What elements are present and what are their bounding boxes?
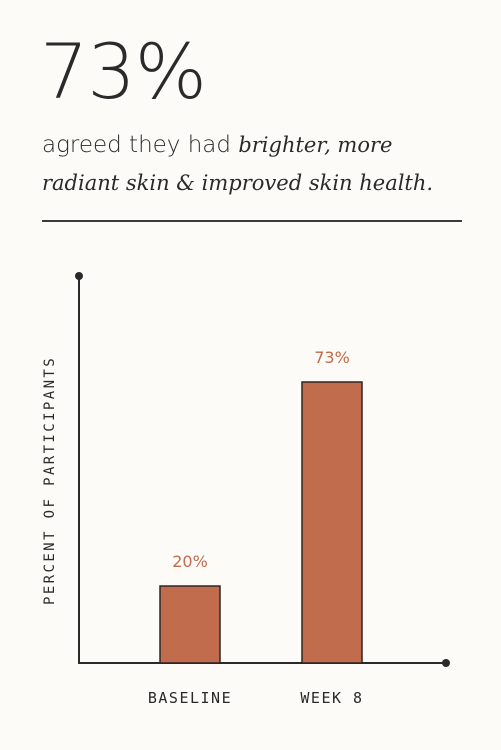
data-label-week-8: 73%: [314, 348, 350, 367]
divider: [42, 220, 462, 222]
headline-stat: 73%: [40, 27, 207, 116]
statement-text: agreed they had brighter, more radiant s…: [42, 126, 472, 202]
y-axis-end-dot: [75, 272, 83, 280]
statement-emphasis: brighter, more radiant skin & improved s…: [42, 133, 434, 195]
tick-label-week-8: WEEK 8: [300, 689, 363, 707]
statement-lead: agreed they had: [42, 132, 239, 158]
tick-label-baseline: BASELINE: [148, 689, 232, 707]
bar-week-8: [301, 381, 363, 664]
data-label-baseline: 20%: [172, 552, 208, 571]
y-axis-label: PERCENT OF PARTICIPANTS: [42, 355, 58, 605]
x-axis-end-dot: [442, 659, 450, 667]
bar-baseline: [159, 585, 221, 664]
